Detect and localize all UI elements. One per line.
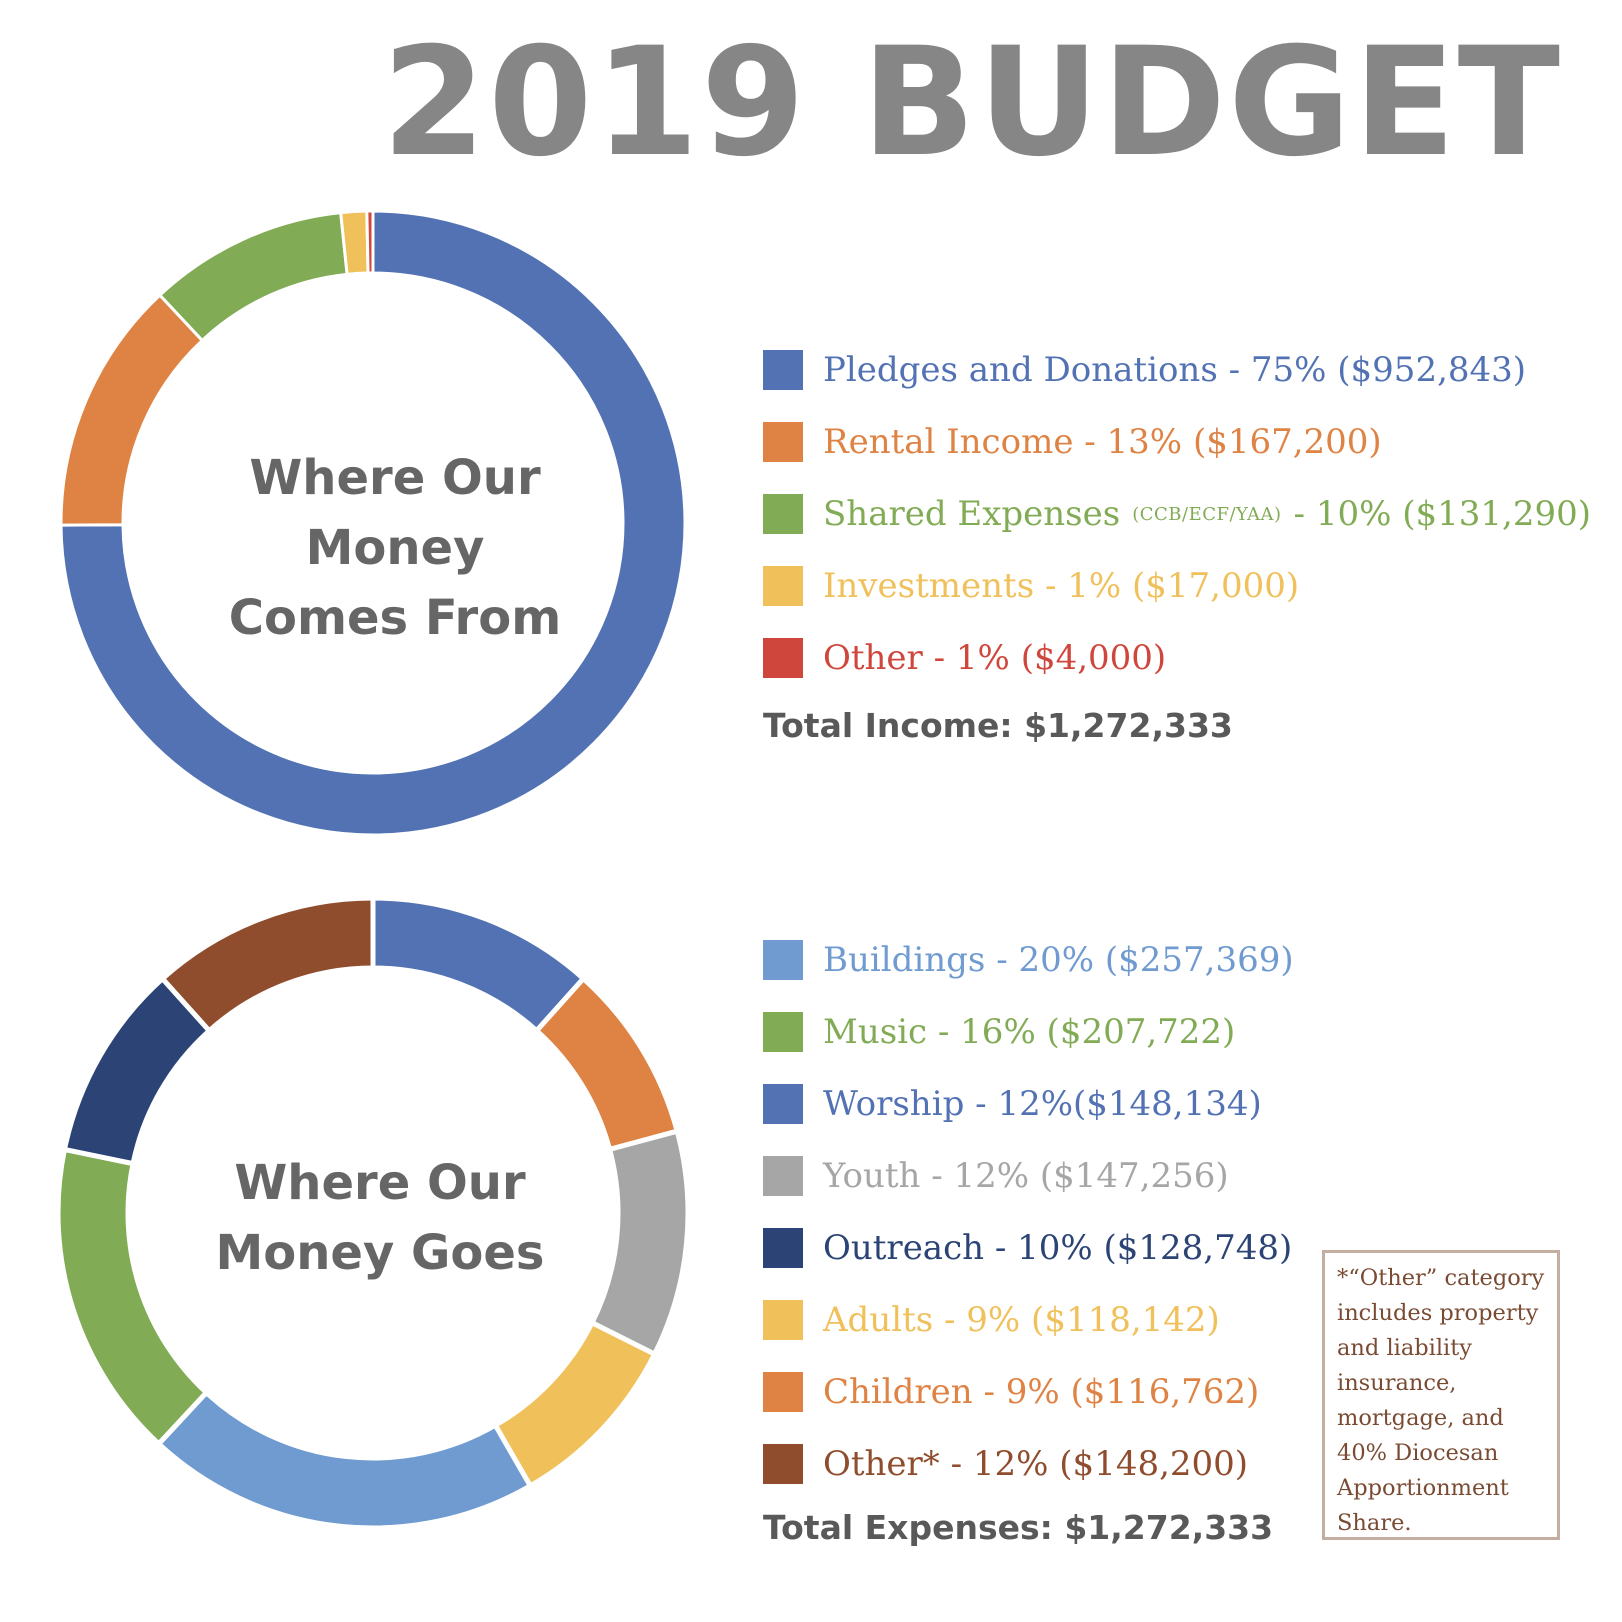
legend-label: Shared Expenses <box>823 494 1121 534</box>
legend-text: Other* - 12% ($148,200) <box>823 1444 1249 1484</box>
legend-label: Other <box>823 638 923 678</box>
legend-item-outreach: Outreach - 10% ($128,748) <box>763 1212 1294 1284</box>
legend-separator: - <box>1293 494 1316 534</box>
total-expenses: Total Expenses: $1,272,333 <box>763 1508 1274 1547</box>
legend-space <box>1121 566 1132 606</box>
legend-swatch <box>763 940 803 980</box>
income-center-line-3: Comes From <box>228 590 562 646</box>
legend-swatch <box>763 1084 803 1124</box>
legend-text: Music - 16% ($207,722) <box>823 1012 1236 1052</box>
legend-space <box>1391 494 1402 534</box>
legend-amount: ($4,000) <box>1020 638 1167 678</box>
legend-item-other-expense: Other* - 12% ($148,200) <box>763 1428 1294 1500</box>
slice-children <box>533 975 681 1153</box>
slice-investments <box>339 209 370 276</box>
legend-text: Children - 9% ($116,762) <box>823 1372 1260 1412</box>
expense-legend: Buildings - 20% ($257,369) Music - 16% (… <box>763 924 1294 1500</box>
income-donut-chart <box>59 209 687 837</box>
legend-item-buildings: Buildings - 20% ($257,369) <box>763 924 1294 996</box>
slice-pledges-and-donations <box>59 209 687 837</box>
legend-label: Investments <box>823 566 1035 606</box>
legend-separator: - <box>1073 422 1107 462</box>
expense-center-label: Where Our Money Goes <box>180 1148 580 1288</box>
legend-swatch <box>763 494 803 534</box>
legend-swatch <box>763 638 803 678</box>
legend-swatch <box>763 566 803 606</box>
legend-label: Pledges and Donations <box>823 350 1218 390</box>
expense-center-line-2: Money Goes <box>215 1225 545 1281</box>
legend-separator: - <box>922 638 956 678</box>
legend-pct: 1% <box>1067 566 1122 606</box>
legend-space <box>1010 638 1021 678</box>
slice-shared-expenses <box>157 211 349 343</box>
legend-pct: 13% <box>1106 422 1183 462</box>
legend-swatch <box>763 422 803 462</box>
legend-text: Adults - 9% ($118,142) <box>823 1300 1220 1340</box>
page-title: 2019 BUDGET <box>381 16 1562 190</box>
legend-amount: ($952,843) <box>1337 350 1527 390</box>
legend-swatch <box>763 350 803 390</box>
income-legend: Pledges and Donations - 75% ($952,843) R… <box>763 334 1591 694</box>
income-center-line-2: Money <box>305 520 485 576</box>
legend-separator: - <box>1217 350 1251 390</box>
legend-item-worship: Worship - 12%($148,134) <box>763 1068 1294 1140</box>
legend-space <box>1182 422 1193 462</box>
expense-donut-chart <box>55 895 691 1531</box>
legend-item-adults: Adults - 9% ($118,142) <box>763 1284 1294 1356</box>
legend-amount: ($17,000) <box>1132 566 1300 606</box>
legend-text: Worship - 12%($148,134) <box>823 1084 1262 1124</box>
legend-item-other-income: Other - 1% ($4,000) <box>763 622 1591 694</box>
legend-item-investments: Investments - 1% ($17,000) <box>763 550 1591 622</box>
slice-adults <box>491 1319 658 1490</box>
slice-youth <box>588 1128 691 1358</box>
legend-item-shared: Shared Expenses (CCB/ECF/YAA) - 10% ($13… <box>763 478 1591 550</box>
legend-item-music: Music - 16% ($207,722) <box>763 996 1294 1068</box>
slice-rental-income <box>59 293 205 527</box>
legend-space <box>1326 350 1337 390</box>
slice-other <box>158 895 376 1035</box>
legend-item-children: Children - 9% ($116,762) <box>763 1356 1294 1428</box>
legend-pct: 75% <box>1250 350 1327 390</box>
legend-swatch <box>763 1372 803 1412</box>
legend-separator: - <box>1034 566 1068 606</box>
legend-amount: ($131,290) <box>1402 494 1591 534</box>
expense-center-line-1: Where Our <box>234 1155 526 1211</box>
legend-item-pledges: Pledges and Donations - 75% ($952,843) <box>763 334 1591 406</box>
total-income: Total Income: $1,272,333 <box>763 706 1233 745</box>
legend-pct: 10% <box>1315 494 1392 534</box>
other-category-note: *“Other” category includes property and … <box>1322 1250 1560 1540</box>
legend-label: Rental Income <box>823 422 1074 462</box>
slice-buildings <box>155 1389 534 1531</box>
legend-amount: ($167,200) <box>1192 422 1382 462</box>
income-center-line-1: Where Our <box>249 450 541 506</box>
legend-text: Buildings - 20% ($257,369) <box>823 940 1294 980</box>
legend-pct: 1% <box>955 638 1010 678</box>
legend-swatch <box>763 1228 803 1268</box>
legend-swatch <box>763 1300 803 1340</box>
legend-swatch <box>763 1156 803 1196</box>
legend-item-rental: Rental Income - 13% ($167,200) <box>763 406 1591 478</box>
legend-swatch <box>763 1444 803 1484</box>
legend-swatch <box>763 1012 803 1052</box>
legend-text: Outreach - 10% ($128,748) <box>823 1228 1293 1268</box>
legend-text: Youth - 12% ($147,256) <box>823 1156 1229 1196</box>
slice-other <box>365 209 375 275</box>
legend-note: (CCB/ECF/YAA) <box>1132 503 1282 525</box>
income-center-label: Where Our Money Comes From <box>195 443 595 653</box>
legend-item-youth: Youth - 12% ($147,256) <box>763 1140 1294 1212</box>
